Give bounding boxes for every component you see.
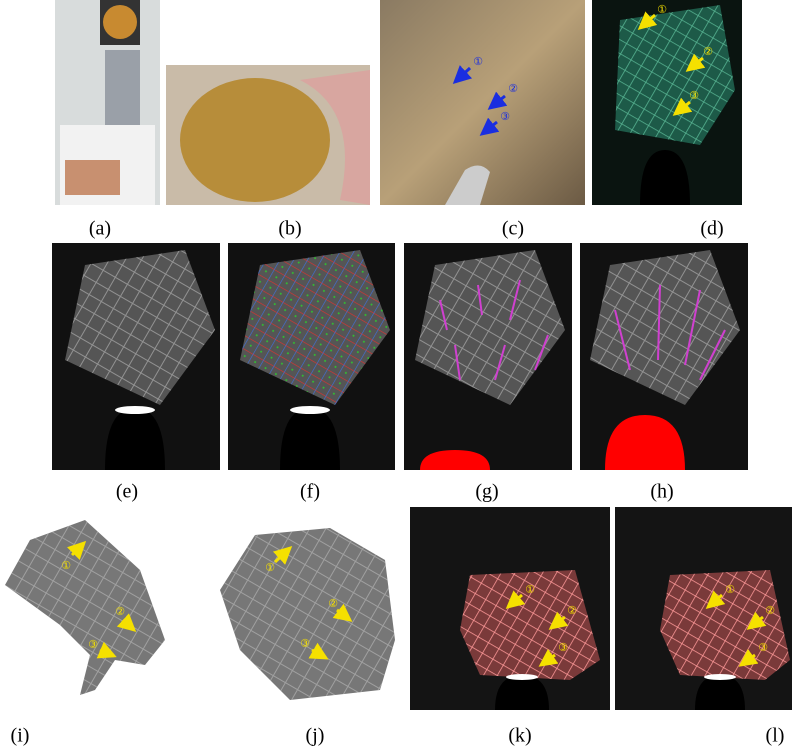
marker-label: ③ — [689, 89, 699, 102]
image-l: ① ② ③ — [615, 507, 792, 710]
image-h — [580, 243, 748, 470]
marker-label: ② — [567, 604, 577, 617]
marker-label: ③ — [300, 637, 310, 650]
marker-label: ① — [265, 561, 275, 574]
caption: (j) — [306, 725, 325, 747]
image-f — [228, 243, 395, 470]
caption: (h) — [650, 481, 673, 503]
caption: (e) — [116, 481, 138, 503]
marker-label: ③ — [88, 638, 98, 651]
image-e — [52, 243, 220, 470]
marker-label: ① — [725, 583, 735, 596]
caption: (a) — [89, 218, 111, 240]
marker-label: ① — [473, 55, 483, 68]
marker-label: ② — [328, 597, 338, 610]
caption: (b) — [278, 218, 301, 240]
caption: (l) — [766, 725, 785, 747]
marker-label: ② — [508, 82, 518, 95]
surface-j: ① ② ③ — [220, 528, 395, 700]
image-g — [404, 243, 572, 470]
marker-label: ① — [525, 583, 535, 596]
caption: (i) — [11, 725, 30, 747]
photo-b — [166, 65, 370, 205]
caption: (d) — [700, 218, 723, 240]
photo-a — [55, 0, 160, 205]
caption: (f) — [300, 481, 320, 503]
caption: (c) — [502, 218, 524, 240]
marker-label: ① — [657, 3, 667, 16]
marker-label: ② — [115, 605, 125, 618]
caption: (g) — [475, 481, 498, 503]
surface-i: ① ② ③ — [5, 520, 165, 695]
photo-c: ① ② ③ — [380, 0, 585, 205]
figure: ① ② ③ ① ② ③ (a) (b) (c) (d) (e) (f) (g) … — [0, 0, 794, 751]
marker-label: ③ — [500, 110, 510, 123]
marker-label: ③ — [558, 641, 568, 654]
photo-d: ① ② ③ — [592, 0, 742, 205]
marker-label: ② — [703, 45, 713, 58]
marker-label: ② — [765, 604, 775, 617]
marker-label: ① — [61, 559, 71, 572]
marker-label: ③ — [758, 641, 768, 654]
image-k: ① ② ③ — [410, 507, 610, 710]
caption: (k) — [508, 725, 531, 747]
